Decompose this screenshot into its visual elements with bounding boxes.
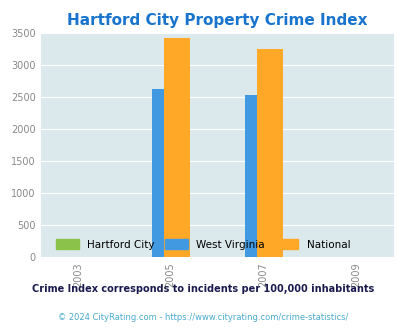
Bar xyxy=(151,89,177,257)
Legend: Hartford City, West Virginia, National: Hartford City, West Virginia, National xyxy=(51,235,354,254)
Text: Crime Index corresponds to incidents per 100,000 inhabitants: Crime Index corresponds to incidents per… xyxy=(32,284,373,294)
Text: © 2024 CityRating.com - https://www.cityrating.com/crime-statistics/: © 2024 CityRating.com - https://www.city… xyxy=(58,313,347,322)
Bar xyxy=(244,95,269,257)
Bar xyxy=(257,49,282,257)
Bar xyxy=(164,38,190,257)
Title: Hartford City Property Crime Index: Hartford City Property Crime Index xyxy=(67,13,367,28)
